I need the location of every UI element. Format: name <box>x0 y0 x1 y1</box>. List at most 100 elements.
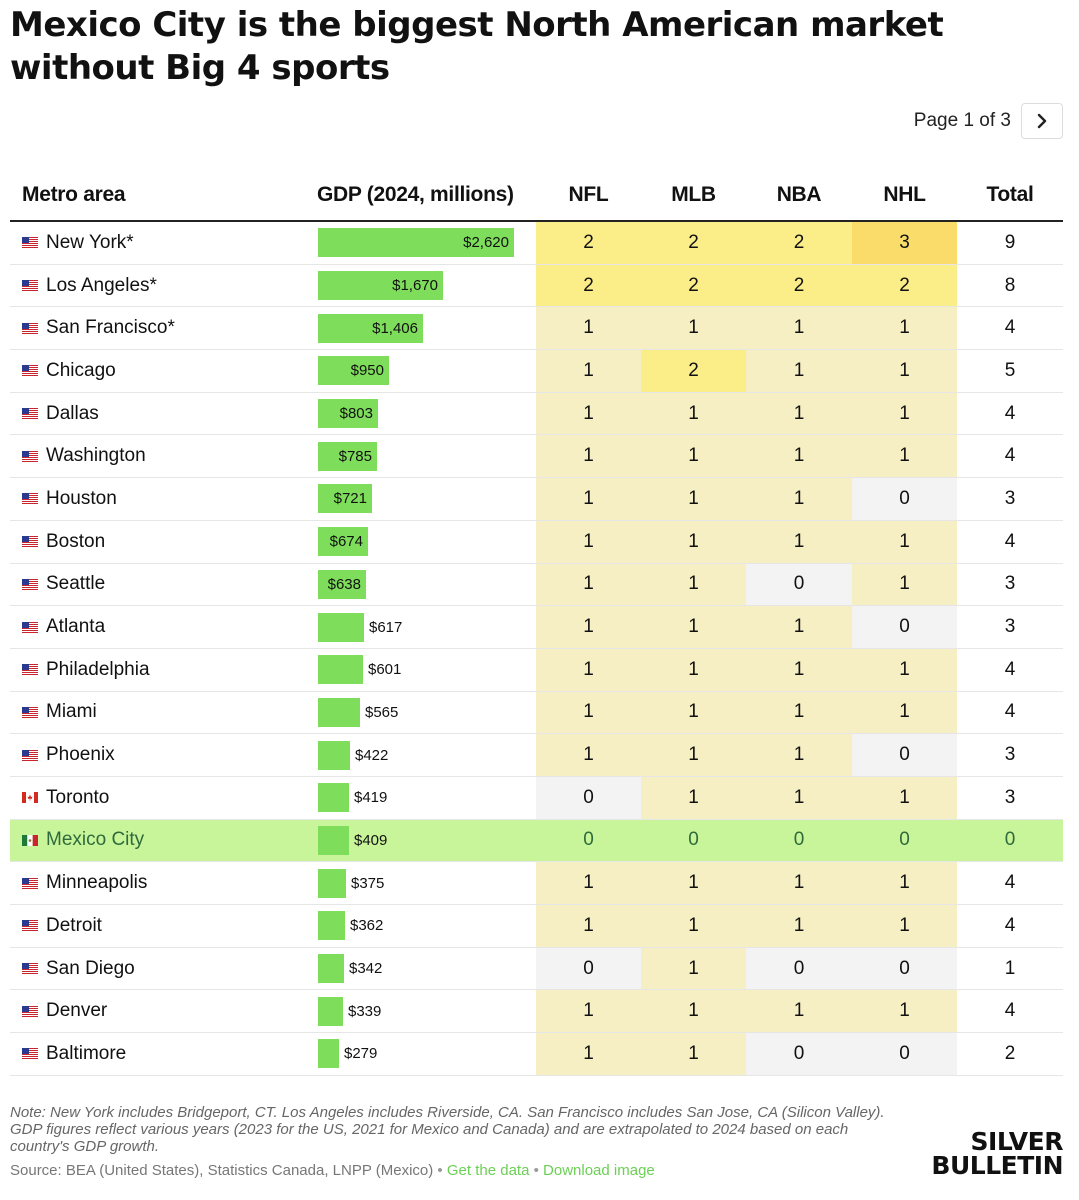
table-row: Detroit $362 1 1 1 1 4 <box>10 905 1063 948</box>
mlb-count: 1 <box>641 478 746 520</box>
gdp-bar <box>318 783 349 813</box>
table-row: San Diego $342 0 1 0 0 1 <box>10 947 1063 991</box>
table-row: Phoenix $422 1 1 1 0 3 <box>10 734 1063 777</box>
metro-name: Seattle <box>46 573 106 595</box>
total-count: 2 <box>1004 1042 1016 1064</box>
mlb-count: 1 <box>641 435 746 478</box>
metro-name: San Diego <box>46 957 135 979</box>
download-image-link[interactable]: Download image <box>543 1162 655 1179</box>
total-count: 4 <box>1004 445 1016 467</box>
gdp-label: $375 <box>351 874 385 892</box>
gdp-cell: $950 <box>318 350 533 392</box>
nfl-count: 1 <box>536 990 641 1033</box>
mlb-count: 1 <box>641 606 746 648</box>
nhl-count: 0 <box>899 829 910 851</box>
gdp-cell: $362 <box>318 905 533 947</box>
total-count: 1 <box>1004 957 1016 979</box>
nba-count: 1 <box>746 905 852 947</box>
nba-count: 1 <box>746 478 852 520</box>
metro-cell: New York* <box>22 222 134 264</box>
nfl-count: 1 <box>536 1033 641 1075</box>
logo-line-1: SILVER <box>970 1127 1064 1156</box>
nba-count: 1 <box>746 307 852 350</box>
nba-count: 1 <box>746 606 852 648</box>
nhl-count: 1 <box>852 520 957 563</box>
us-flag-icon <box>22 450 38 462</box>
metro-cell: Detroit <box>22 905 102 947</box>
gdp-cell: $617 <box>318 606 533 648</box>
nhl-count: 2 <box>852 264 957 307</box>
nfl-count: 0 <box>536 776 641 819</box>
gdp-bar <box>318 1039 339 1069</box>
metro-cell: Miami <box>22 692 97 734</box>
nhl-count: 3 <box>852 222 957 264</box>
footnote: Note: New York includes Bridgeport, CT. … <box>10 1104 885 1155</box>
gdp-bar <box>318 655 363 685</box>
nfl-count: 0 <box>583 829 594 851</box>
metro-cell: Baltimore <box>22 1033 126 1075</box>
gdp-cell: $674 <box>318 521 533 563</box>
table-row: New York* $2,620 2 2 2 3 9 <box>10 222 1063 265</box>
mlb-count: 1 <box>641 1033 746 1075</box>
nba-count: 2 <box>746 222 852 264</box>
metro-name: Toronto <box>46 786 110 808</box>
nhl-count: 1 <box>852 563 957 606</box>
metro-name: Dallas <box>46 402 99 424</box>
gdp-label: $803 <box>339 405 373 423</box>
gdp-label: $601 <box>368 661 402 679</box>
gdp-bar <box>318 825 349 855</box>
nfl-count: 1 <box>536 606 641 648</box>
us-flag-icon <box>22 1005 38 1017</box>
table-row: Boston $674 1 1 1 1 4 <box>10 520 1063 564</box>
metro-cell: San Diego <box>22 948 135 990</box>
gdp-bar: $950 <box>318 356 389 386</box>
total-count: 4 <box>1004 914 1016 936</box>
us-flag-icon <box>22 877 38 889</box>
nfl-count: 1 <box>536 435 641 478</box>
mlb-count: 2 <box>641 350 746 392</box>
page-indicator: Page 1 of 3 <box>913 110 1011 131</box>
us-flag-icon <box>22 749 38 761</box>
metro-name: Philadelphia <box>46 658 150 680</box>
us-flag-icon <box>22 365 38 377</box>
gdp-bar <box>318 954 344 984</box>
separator: • <box>533 1162 539 1179</box>
us-flag-icon <box>22 280 38 292</box>
mlb-count: 1 <box>641 691 746 734</box>
gdp-label: $362 <box>350 917 384 935</box>
mlb-count: 1 <box>641 563 746 606</box>
nfl-count: 1 <box>536 734 641 776</box>
nba-count: 1 <box>746 392 852 435</box>
nfl-count: 1 <box>536 350 641 392</box>
gdp-label: $721 <box>333 490 367 508</box>
gdp-label: $674 <box>329 533 363 551</box>
nba-count: 1 <box>746 990 852 1033</box>
metro-cell: Washington <box>22 435 146 477</box>
gdp-label: $785 <box>338 447 372 465</box>
mlb-count: 1 <box>641 776 746 819</box>
table-row: Seattle $638 1 1 0 1 3 <box>10 563 1063 607</box>
nhl-count: 1 <box>852 990 957 1033</box>
nhl-count: 0 <box>852 606 957 648</box>
nba-count: 1 <box>746 776 852 819</box>
mlb-count: 1 <box>641 990 746 1033</box>
mlb-count: 1 <box>641 862 746 904</box>
logo-line-2: BULLETIN <box>931 1151 1063 1180</box>
gdp-cell: $419 <box>318 777 533 819</box>
next-page-button[interactable] <box>1021 103 1063 139</box>
mlb-count: 1 <box>641 648 746 691</box>
table-row: Dallas $803 1 1 1 1 4 <box>10 392 1063 436</box>
total-count: 4 <box>1004 402 1016 424</box>
metro-cell: Toronto <box>22 777 109 819</box>
nhl-count: 1 <box>852 862 957 904</box>
chevron-right-icon <box>1037 113 1047 129</box>
nfl-count: 1 <box>536 905 641 947</box>
metro-name: Atlanta <box>46 616 106 638</box>
metro-name: Houston <box>46 487 117 509</box>
mlb-count: 2 <box>641 264 746 307</box>
get-data-link[interactable]: Get the data <box>446 1162 530 1179</box>
table-row: San Francisco* $1,406 1 1 1 1 4 <box>10 307 1063 351</box>
gdp-cell: $721 <box>318 478 533 520</box>
gdp-cell: $638 <box>318 564 533 606</box>
us-flag-icon <box>22 664 38 676</box>
